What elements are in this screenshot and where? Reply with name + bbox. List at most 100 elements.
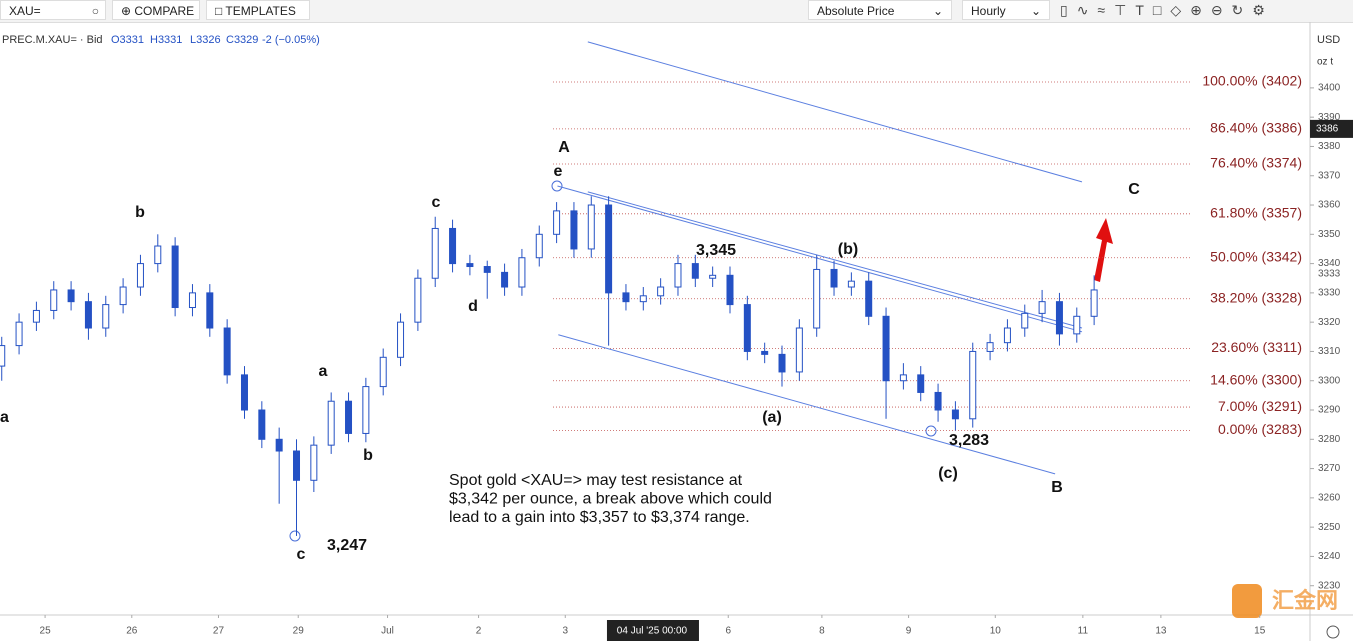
templates-button[interactable]: □ TEMPLATES [206,0,310,20]
candle-body [657,286,665,297]
candle-body [518,257,526,288]
y-tick-label: 3280 [1318,434,1341,445]
candle-body [50,289,58,311]
fib-label: 38.20% (3328) [1210,289,1302,305]
y-tick-label: 3250 [1318,522,1341,533]
candle-body [223,327,231,376]
candle [310,436,318,493]
y-tick-label: 3290 [1318,405,1341,416]
wave-label: b [363,447,373,464]
wave-label: e [554,163,563,180]
y-tick-label: 3310 [1318,346,1341,357]
candle-body [431,227,439,279]
y-tick-label: 3330 [1318,288,1341,299]
candle-body [969,350,977,420]
candle-body [345,400,353,434]
candle [345,392,353,443]
candle [761,342,769,364]
wave-label: d [468,298,478,315]
candle-body [535,233,543,259]
x-tick-label: 15 [1254,626,1266,637]
candle-body [1090,289,1098,317]
candle [778,345,786,387]
legend-close: C3329 [226,34,258,46]
wave-label: a [319,363,328,380]
legend-open: O3331 [111,34,144,46]
up-arrow [1094,218,1113,282]
candle [986,333,994,361]
candle [553,202,561,244]
candle [587,196,595,258]
candle-body [1073,315,1081,335]
x-tick-label: 29 [293,626,305,637]
currency-label[interactable]: USD [1317,34,1340,46]
candle-body [1055,301,1063,335]
candle-body [726,274,734,306]
y-tick-label: 3390 [1318,112,1341,123]
candle-body [171,245,179,309]
candle [882,307,890,419]
compare-text: COMPARE [134,4,195,18]
x-tick-label: 26 [126,626,138,637]
y-tick-label: 3320 [1318,317,1341,328]
candle [1090,275,1098,326]
candle-body [761,350,769,355]
candle-body [136,263,144,288]
settings-icon[interactable] [1326,625,1340,639]
candle [206,284,214,337]
candle [188,284,196,317]
toolbar: XAU= ○ ⊕ COMPARE □ TEMPLATES Absolute Pri… [0,0,1353,23]
candle-body [483,266,491,273]
symbol-input[interactable]: XAU= ○ [0,0,106,20]
candle-body [327,400,335,446]
candle-body [951,409,959,420]
candle-body [847,280,855,288]
y-tick-label: 3360 [1318,200,1341,211]
unit-label[interactable]: oz t [1317,57,1333,68]
candle-body [379,356,387,388]
candle [639,287,647,311]
y-tick-label: 3260 [1318,493,1341,504]
candle [431,216,439,288]
wave-label: 3,283 [949,432,989,449]
candle-body [570,210,578,250]
compare-button[interactable]: ⊕ COMPARE [112,0,200,20]
candle-body [709,274,717,279]
wave-label: (b) [838,241,858,258]
candle-body [795,327,803,373]
y-tick-label: 3340 [1318,258,1341,269]
y-tick-label: 3350 [1318,229,1341,240]
candle [951,401,959,431]
candle [275,427,283,504]
fib-label: 86.40% (3386) [1210,120,1302,136]
y-tick-label: 3230 [1318,580,1341,591]
candle [171,237,179,317]
candle [865,272,873,326]
candle [50,281,58,320]
interval-select[interactable]: Hourly ⌄ [962,0,1050,20]
candle [726,266,734,314]
candle-body [310,444,318,481]
x-tick-label: 3 [562,626,568,637]
dropdown-arrow: ⌄ [1030,4,1041,18]
fib-label: 76.40% (3374) [1210,155,1302,171]
fib-label: 0.00% (3283) [1218,421,1302,437]
y-tick-label: 3380 [1318,141,1341,152]
candle-body [639,295,647,303]
candle-body [830,268,838,288]
wave-label: B [1051,479,1063,496]
x-tick-label: 25 [40,626,52,637]
tool-icons[interactable]: ▯∿≈⊤T□◇⊕⊖↻⚙ [1060,2,1274,18]
candle-body [1038,301,1046,314]
candle-body [674,263,682,288]
candle [605,196,613,346]
price-mode-select[interactable]: Absolute Price ⌄ [808,0,952,20]
y-tick-label: 3300 [1318,375,1341,386]
candle-body [986,342,994,352]
note-line: $3,342 per ounce, a break above which co… [449,491,772,508]
candle-body [1003,327,1011,344]
candle-body [15,321,23,347]
crosshair-x-label: 04 Jul '25 00:00 [617,626,688,637]
y-tick-label: 3240 [1318,551,1341,562]
fib-label: 50.00% (3342) [1210,248,1302,264]
